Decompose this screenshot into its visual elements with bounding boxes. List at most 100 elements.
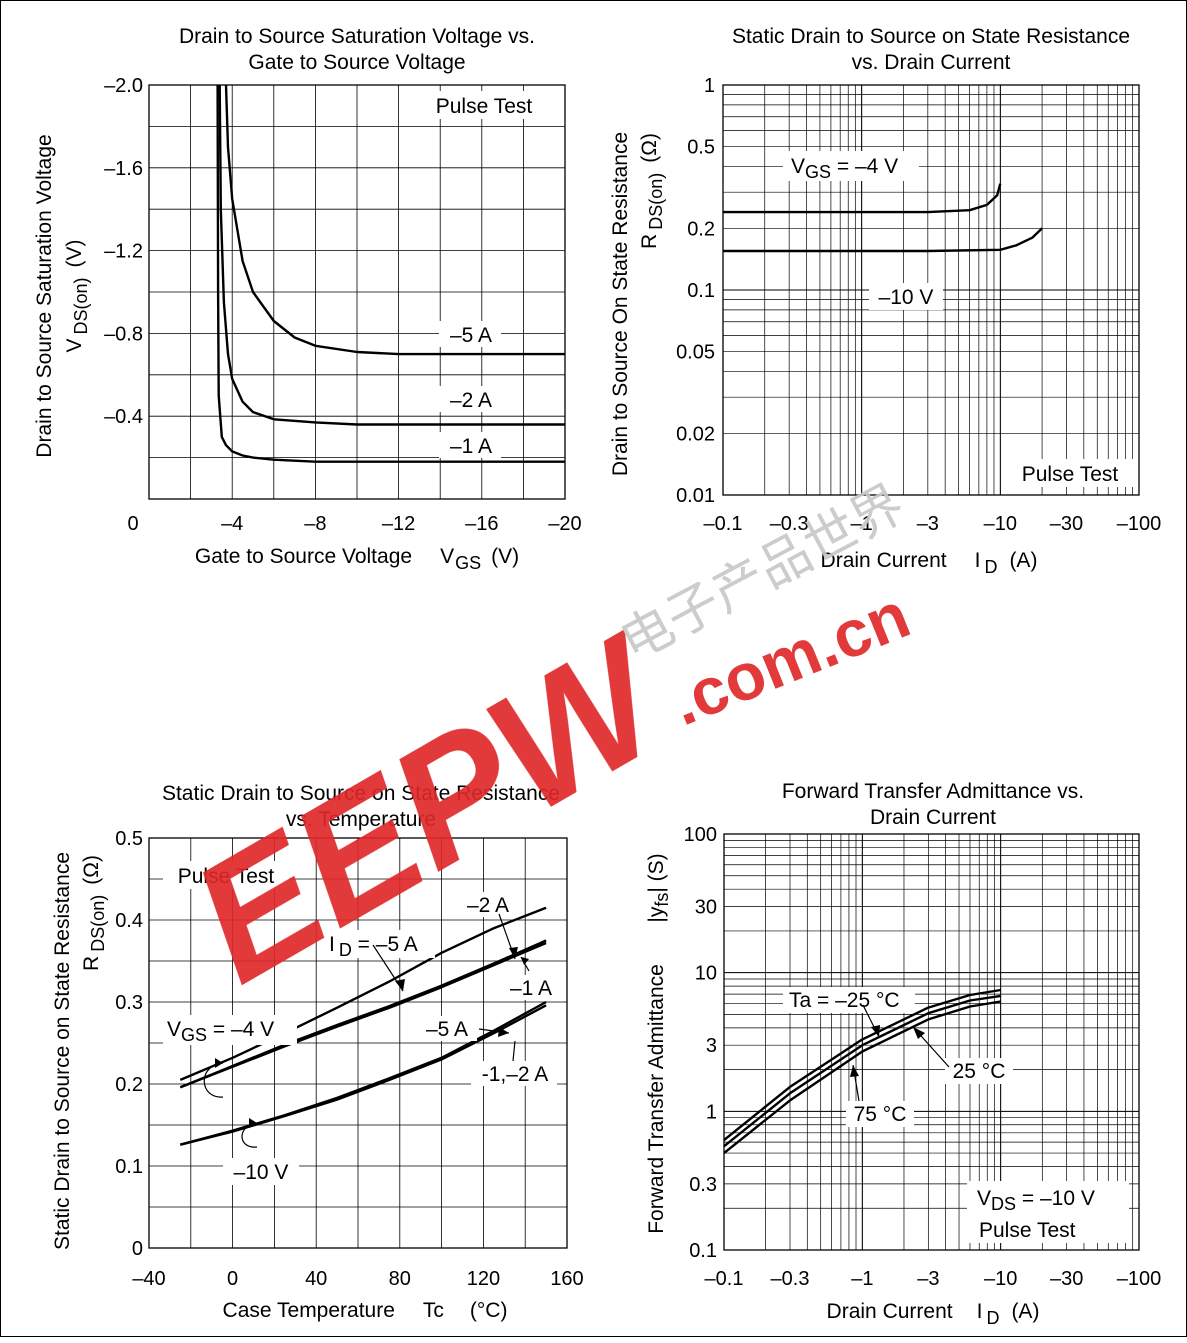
chart4-ylabel-sub: fs — [652, 893, 672, 907]
chart2-y-tick: 0.2 — [687, 218, 715, 240]
chart2-x-axis-title: Drain Current I D (A) — [821, 549, 1038, 577]
chart1-ylabel-sym: V — [63, 339, 86, 353]
chart3-y-tick: 0.4 — [115, 910, 143, 932]
chart4-x-tick: –10 — [984, 1268, 1017, 1290]
chart2-ylabel-sym: R — [638, 234, 661, 249]
chart3-arrowhead-rot2 — [249, 1118, 257, 1128]
chart1-label1-bg — [439, 432, 501, 458]
chart2-y-tick: 0.01 — [676, 485, 715, 507]
chart3-y-ticks: 0.5 0.4 0.3 0.2 0.1 0 — [115, 828, 143, 1260]
chart3-label-2a: –2 A — [467, 894, 509, 917]
chart3-arrowhead-id — [395, 979, 405, 991]
chart4-note-vds-sym: V — [977, 1187, 991, 1210]
chart1-y-tick: –1.2 — [104, 241, 143, 263]
chart3-ylabel-sub: DS(on) — [88, 895, 108, 952]
chart3-title-line1: Static Drain to Source on State Resistan… — [162, 782, 560, 805]
chart2-x-ticks: –0.1 –0.3 –1 –3 –10 –30 –100 — [704, 513, 1162, 535]
chart2-y-ticks: 1 0.5 0.2 0.1 0.05 0.02 0.01 — [676, 75, 715, 507]
chart2-xlabel-sub: D — [984, 557, 997, 577]
series-line-0 — [224, 84, 565, 356]
chart3-label-id-sym: I — [329, 933, 335, 956]
chart4-x-tick: –30 — [1050, 1268, 1083, 1290]
chart2-title-line2: vs. Drain Current — [852, 51, 1011, 74]
chart2-y-tick: 0.05 — [676, 342, 715, 364]
chart4-ylabel-main: Forward Transfer Admittance — [645, 964, 668, 1234]
chart4-y-tick: 1 — [706, 1101, 717, 1123]
chart3-xlabel-main: Case Temperature — [223, 1299, 395, 1322]
series-line-2 — [179, 941, 547, 1089]
chart4-y-axis-symbol: |yfs| (S) — [645, 853, 672, 922]
chart1-x-tick: –12 — [382, 513, 415, 535]
chart4-y-axis-title: Forward Transfer Admittance — [645, 964, 668, 1234]
chart4-y-tick: 100 — [684, 824, 717, 846]
chart3-arrowhead-2a — [509, 947, 518, 959]
chart3-arrowhead-rot1 — [215, 1058, 223, 1068]
chart4-arrowhead-25 — [913, 1027, 925, 1039]
chart2-xlabel-sym: I — [975, 549, 981, 572]
chart1-label-1a: –1 A — [450, 435, 492, 458]
chart3-x-tick: 160 — [550, 1268, 583, 1290]
chart4-x-axis-title: Drain Current I D (A) — [827, 1300, 1040, 1328]
chart1-ylabel-main: Drain to Source Saturation Voltage — [33, 134, 56, 457]
chart3-ylabel-sym: R — [80, 956, 103, 971]
chart-rds-vs-id: Static Drain to Source on State Resistan… — [609, 25, 1161, 577]
chart3-label-vgs-sym: V — [167, 1018, 181, 1041]
chart1-y-axis-title: Drain to Source Saturation Voltage — [33, 134, 56, 457]
series-line-0 — [723, 183, 1002, 214]
chart2-x-tick: –100 — [1117, 513, 1162, 535]
chart2-y-tick: 0.1 — [687, 280, 715, 302]
chart1-label5-bg — [439, 321, 501, 347]
chart2-y-tick: 1 — [704, 75, 715, 97]
chart1-ylabel-sub: DS(on) — [71, 277, 91, 334]
chart4-label-ta: Ta = –25 °C — [789, 989, 900, 1012]
chart3-x-tick: 0 — [227, 1268, 238, 1290]
chart1-xlabel-sub: GS — [455, 553, 481, 573]
chart2-x-tick: –10 — [984, 513, 1017, 535]
chart3-label-12a: -1,–2 A — [482, 1063, 549, 1086]
chart2-vgs-bg — [783, 151, 919, 181]
series-line-0 — [723, 988, 1001, 1142]
chart3-x-tick: 120 — [467, 1268, 500, 1290]
chart1-title-line2: Gate to Source Voltage — [248, 51, 465, 74]
chart1-label-2a: –2 A — [450, 389, 492, 412]
chart4-note-vds-val: = –10 V — [1016, 1187, 1095, 1210]
chart2-10v-bg — [869, 283, 943, 310]
chart3-label-vgs: VGS = –4 V — [167, 1018, 274, 1045]
chart4-x-tick: –3 — [917, 1268, 939, 1290]
chart4-25-bg — [945, 1058, 1013, 1084]
chart2-y-tick: 0.5 — [687, 137, 715, 159]
chart1-note-bg — [421, 91, 547, 119]
chart3-5a-bg — [417, 1016, 477, 1041]
chart3-note: Pulse Test — [178, 865, 275, 888]
chart1-label2-bg — [439, 386, 501, 412]
chart4-ylabel-sym: |y — [645, 906, 668, 922]
chart3-label-id-sub: D — [339, 940, 352, 960]
chart3-x-tick: –40 — [132, 1268, 165, 1290]
chart1-xlabel-main: Gate to Source Voltage — [195, 545, 412, 568]
chart-yfs-vs-id: Forward Transfer Admittance vs. Drain Cu… — [645, 780, 1161, 1328]
chart1-grid — [149, 85, 565, 499]
series-line-1 — [218, 84, 565, 426]
chart2-xlabel-main: Drain Current — [821, 549, 947, 572]
chart1-y-axis-symbol: V DS(on) (V) — [63, 239, 91, 352]
chart-rds-vs-temp: Static Drain to Source on State Resistan… — [51, 782, 584, 1322]
chart4-label-25: 25 °C — [953, 1060, 1006, 1083]
chart4-arrowhead-ta — [871, 1025, 880, 1037]
chart3-y-tick: 0.5 — [115, 828, 143, 850]
chart4-series — [723, 988, 1001, 1155]
chart3-id-bg — [325, 930, 435, 958]
chart2-note: Pulse Test — [1022, 463, 1119, 486]
series-line-0 — [179, 906, 547, 1082]
chart1-ylabel-unit: (V) — [63, 239, 86, 267]
chart4-x-ticks: –0.1 –0.3 –1 –3 –10 –30 –100 — [705, 1268, 1162, 1290]
chart4-title-line1: Forward Transfer Admittance vs. — [782, 780, 1084, 803]
chart4-title-line2: Drain Current — [870, 806, 996, 829]
chart3-1a-bg — [503, 975, 559, 1000]
chart3-xlabel-unit: (°C) — [470, 1299, 508, 1322]
chart4-note: Pulse Test — [979, 1219, 1076, 1242]
chart4-x-tick: –0.1 — [705, 1268, 744, 1290]
chart1-series — [216, 84, 565, 463]
chart3-frame — [148, 837, 568, 1249]
